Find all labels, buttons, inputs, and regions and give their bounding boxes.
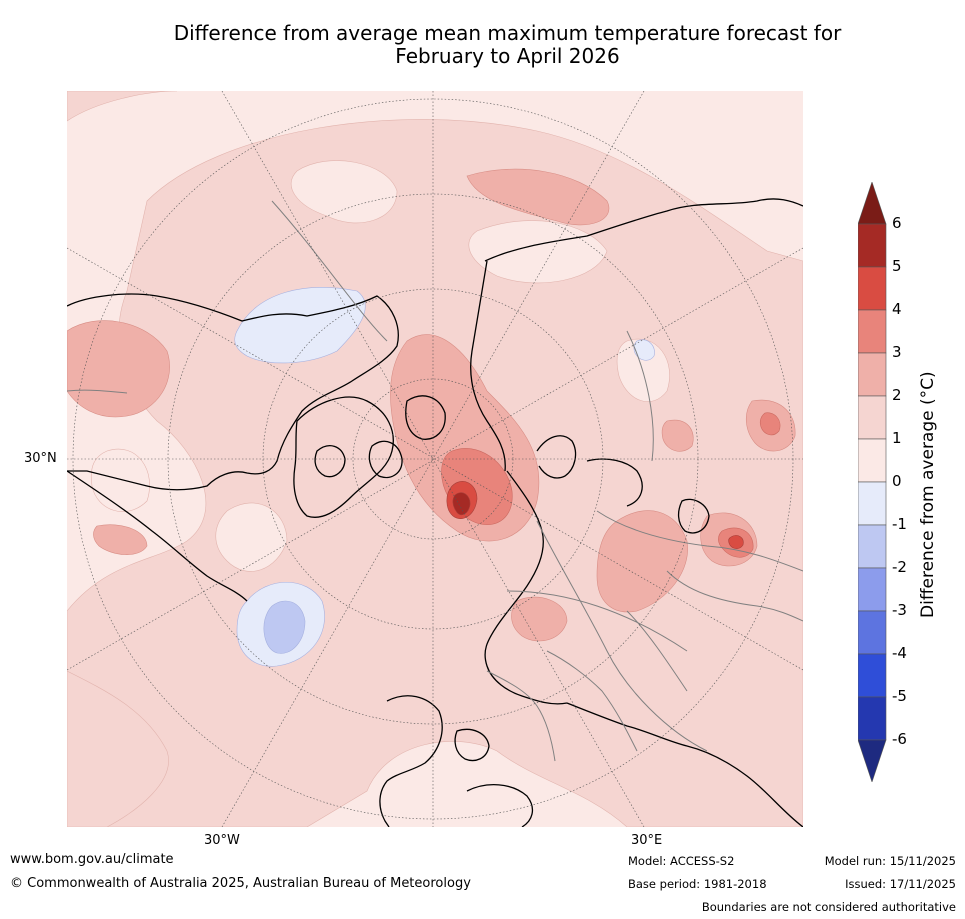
disclaimer-text: Boundaries are not considered authoritat… [701, 900, 956, 914]
border [546, 650, 638, 752]
model-text: Model: ACCESS-S2 [628, 854, 735, 868]
coastline [677, 498, 710, 534]
border [666, 570, 803, 622]
colorbar-segment [858, 309, 887, 354]
coastline [470, 260, 506, 472]
lon-label-30w: 30°W [204, 833, 240, 848]
title-line-1: Difference from average mean maximum tem… [173, 21, 842, 45]
anomaly-region [466, 168, 610, 226]
colorbar-segment [858, 395, 887, 440]
colorbar-over-arrow [858, 182, 887, 225]
coastline [67, 470, 248, 602]
title-line-2: February to April 2026 [395, 44, 620, 68]
anomaly-region [215, 502, 288, 572]
coastlines [67, 198, 803, 827]
coastline [454, 728, 490, 762]
anomaly-region [759, 412, 781, 436]
colorbar-tick-label: 2 [892, 386, 902, 404]
chart-title: Difference from average mean maximum tem… [0, 22, 965, 68]
coastline [466, 784, 534, 827]
coastline [368, 440, 403, 479]
colorbar-segment [858, 266, 887, 311]
anomaly-region [728, 535, 744, 549]
border [536, 520, 708, 752]
anomaly-region [452, 492, 471, 516]
anomaly-region [234, 287, 366, 364]
coastline [293, 396, 394, 518]
graticule [67, 91, 803, 827]
anomaly-region [290, 160, 398, 224]
colorbar-tick-label: 3 [892, 343, 902, 361]
colorbar-tick-label: -5 [892, 687, 907, 705]
coastline [379, 695, 443, 827]
copyright-text: © Commonwealth of Australia 2025, Austra… [10, 876, 471, 891]
anomaly-region [468, 220, 608, 284]
meridian [221, 91, 645, 827]
coastline [314, 445, 346, 478]
colorbar-segment [858, 352, 887, 397]
colorbar-tick-label: -2 [892, 558, 907, 576]
colorbar-tick-label: 1 [892, 429, 902, 447]
anomaly-region [67, 91, 178, 122]
colorbar-label: Difference from average (°C) [918, 371, 938, 618]
colorbar-tick-label: 5 [892, 257, 902, 275]
anomaly-negative-regions [234, 287, 655, 667]
anomaly-4-6-cores [446, 481, 744, 549]
anomaly-region [616, 338, 670, 402]
colorbar-segments [858, 182, 887, 782]
coastline [405, 395, 446, 440]
colorbar-segment [858, 223, 887, 268]
colorbar-segment [858, 696, 887, 741]
model-run-text: Model run: 15/11/2025 [824, 854, 956, 868]
colorbar-tick-label: -4 [892, 644, 907, 662]
border [271, 200, 388, 342]
border [67, 389, 128, 394]
colorbar-tick-label: -3 [892, 601, 907, 619]
border [486, 670, 556, 762]
coastline [536, 435, 577, 479]
colorbar-segment [858, 438, 887, 483]
colorbar-segment [858, 567, 887, 612]
base-period-text: Base period: 1981-2018 [628, 877, 767, 891]
website-link[interactable]: www.bom.gov.au/climate [10, 852, 174, 867]
country-borders [67, 200, 803, 762]
lon-label-30e: 30°E [631, 833, 663, 848]
colorbar [858, 182, 887, 782]
border [626, 610, 688, 692]
issued-text: Issued: 17/11/2025 [845, 877, 956, 891]
forecast-map [67, 91, 803, 827]
colorbar-segment [858, 524, 887, 569]
colorbar-tick-label: 4 [892, 300, 902, 318]
map-canvas [67, 91, 803, 827]
anomaly-0-1-islands [90, 160, 670, 572]
coastline [566, 702, 803, 827]
coastline [586, 458, 643, 507]
coastline [484, 198, 803, 262]
anomaly-region [90, 448, 150, 512]
colorbar-under-arrow [858, 739, 887, 782]
lat-label-30n: 30°N [24, 451, 57, 466]
colorbar-tick-label: 6 [892, 214, 902, 232]
colorbar-tick-label: -6 [892, 730, 907, 748]
border [626, 330, 654, 462]
colorbar-tick-label: -1 [892, 515, 907, 533]
anomaly-region [93, 524, 148, 555]
coastline [67, 293, 399, 491]
border [596, 510, 803, 572]
anomaly-region [263, 600, 306, 654]
colorbar-segment [858, 481, 887, 526]
anomaly-region [67, 670, 169, 827]
anomaly-region [511, 596, 568, 642]
border [506, 590, 688, 652]
anomaly-region [67, 320, 170, 418]
colorbar-segment [858, 653, 887, 698]
colorbar-tick-label: 0 [892, 472, 902, 490]
anomaly-region [661, 419, 694, 452]
meridian [67, 247, 803, 671]
colorbar-segment [858, 610, 887, 655]
